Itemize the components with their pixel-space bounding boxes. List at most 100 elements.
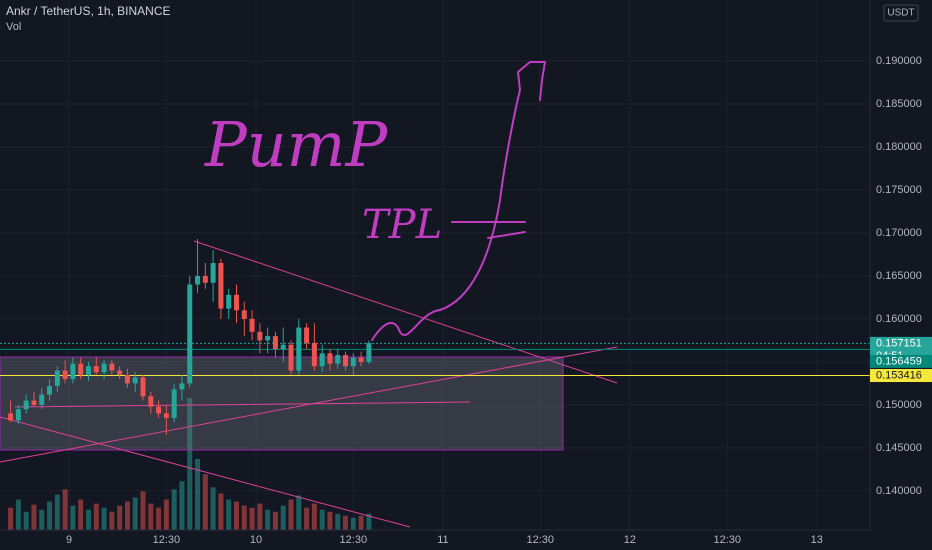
y-tick-label: 0.140000 <box>876 485 922 497</box>
volume-bar <box>70 505 76 530</box>
candle-body <box>249 318 255 332</box>
candle-body <box>327 353 333 364</box>
candle-body <box>54 370 60 386</box>
candle-body <box>93 366 99 373</box>
volume-bar <box>132 497 138 530</box>
candle-body <box>109 363 115 371</box>
y-tick-label: 0.165000 <box>876 270 922 282</box>
x-tick-label: 10 <box>250 534 262 546</box>
volume-bar <box>218 493 224 530</box>
price-label: 0.156459 <box>876 355 922 367</box>
volume-bar <box>304 507 310 530</box>
volume-bar <box>265 509 271 530</box>
y-tick-label: 0.180000 <box>876 141 922 153</box>
annotation: TPL <box>362 202 442 248</box>
volume-bar <box>241 505 247 530</box>
candle-body <box>140 377 146 397</box>
volume-bar <box>350 517 356 530</box>
candle-body <box>179 383 185 390</box>
y-tick-label: 0.185000 <box>876 98 922 110</box>
chart-title: Ankr / TetherUS, 1h, BINANCE <box>6 4 171 18</box>
candle-body <box>280 344 286 350</box>
x-tick-label: 12:30 <box>153 534 181 546</box>
candle-body <box>233 294 239 311</box>
hand-line <box>451 221 526 239</box>
range-box <box>0 356 564 451</box>
grid <box>0 0 870 530</box>
volume-bar <box>156 507 162 530</box>
volume-bar <box>233 501 239 530</box>
volume-bar <box>47 501 53 530</box>
price-label-bg <box>870 354 932 368</box>
volume-bar <box>257 503 263 530</box>
volume-bar <box>101 507 107 530</box>
volume-bar <box>179 481 185 530</box>
volume-bar <box>23 511 29 530</box>
price-label: 0.153416 <box>876 369 922 381</box>
candle-body <box>124 374 130 384</box>
currency-badge <box>883 4 919 22</box>
volume-bar <box>39 509 45 530</box>
volume-bar <box>202 474 208 530</box>
volume-bar <box>31 504 37 530</box>
volume-bar <box>109 511 115 530</box>
candle-body <box>132 377 138 384</box>
candle-body <box>187 284 193 384</box>
hand-arrow <box>371 61 546 341</box>
volume-bar <box>54 494 60 530</box>
x-tick-label: 12:30 <box>713 534 741 546</box>
candle-body <box>148 396 154 407</box>
candle-body <box>39 394 45 405</box>
candle-body <box>47 385 53 395</box>
x-tick-label: 12:30 <box>527 534 555 546</box>
x-tick-label: 9 <box>66 534 72 546</box>
price-label-bg <box>870 369 932 383</box>
candle-body <box>350 357 356 367</box>
currency: USDT <box>887 8 914 19</box>
candle-body <box>210 263 216 283</box>
candle-body <box>257 331 263 341</box>
y-tick-label: 0.160000 <box>876 313 922 325</box>
volume-bar <box>15 499 21 530</box>
candles <box>8 238 372 435</box>
candle-body <box>304 327 310 343</box>
volume-bar <box>296 495 302 530</box>
volume-bar <box>335 513 341 530</box>
price-axis <box>870 0 932 550</box>
volume-bar <box>78 499 84 530</box>
volume-bar <box>8 507 14 530</box>
volume-bar <box>124 501 130 530</box>
volume-bar <box>226 499 232 530</box>
candle-body <box>171 389 177 418</box>
candle-body <box>31 400 37 405</box>
candle-body <box>296 327 302 371</box>
y-tick-label: 0.145000 <box>876 442 922 454</box>
candle-body <box>101 363 107 373</box>
candle-body <box>218 263 224 309</box>
trend-line <box>193 240 618 384</box>
volume-bar <box>280 505 286 530</box>
volume-bar <box>249 507 255 530</box>
candle-body <box>366 342 372 362</box>
y-tick-label: 0.175000 <box>876 184 922 196</box>
candle-body <box>70 363 76 380</box>
volume-bar <box>327 511 333 530</box>
volume-bar <box>187 398 193 530</box>
volume-layer <box>8 398 372 530</box>
candle-body <box>311 342 317 367</box>
candle-body <box>335 355 341 364</box>
volume-bar <box>311 503 317 530</box>
candle-body <box>226 294 232 309</box>
volume-bar <box>140 491 146 530</box>
volume-label: Vol <box>6 21 21 33</box>
candle-body <box>78 363 84 375</box>
y-tick-label: 0.190000 <box>876 55 922 67</box>
volume-bar <box>85 509 91 530</box>
candle-body <box>163 413 169 418</box>
trend-line <box>0 416 411 528</box>
candle-body <box>265 336 271 341</box>
candle-body <box>319 353 325 367</box>
candle-body <box>85 366 91 375</box>
